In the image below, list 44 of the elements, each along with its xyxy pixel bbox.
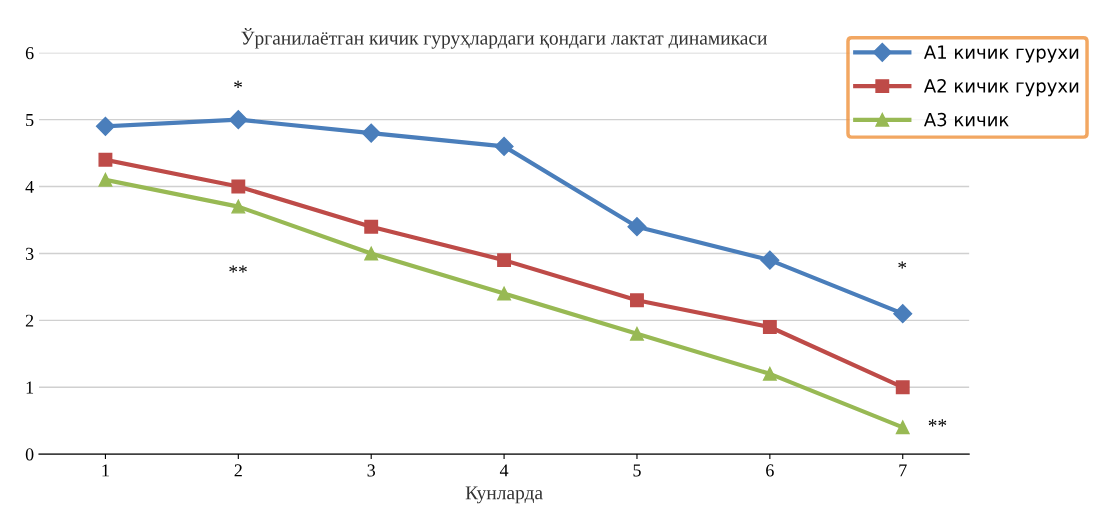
point: [762, 366, 777, 381]
legend-label: A3 кичик: [923, 112, 1009, 127]
legend-label: A2 кичик гурухи: [923, 79, 1079, 97]
x-tick-label: 6: [766, 464, 774, 477]
x-tick-label: 1: [102, 464, 109, 477]
y-tick-label: 3: [25, 247, 34, 260]
point: [895, 420, 910, 435]
point: [630, 293, 644, 308]
point: [895, 380, 910, 395]
point: [231, 199, 246, 214]
point: [95, 116, 115, 136]
x-tick-label: 7: [899, 464, 907, 477]
point: [893, 304, 913, 324]
y-tick-label: 1: [26, 381, 34, 394]
y-tick-label: 6: [25, 47, 34, 60]
point: [364, 246, 379, 261]
point: [497, 253, 512, 268]
point: [762, 320, 777, 334]
point: [497, 286, 512, 301]
x-tick-label: 4: [499, 464, 509, 477]
point: [361, 123, 381, 143]
annotation: **: [928, 419, 947, 427]
x-tick-label: 3: [367, 464, 376, 477]
y-tick-label: 5: [26, 114, 34, 127]
y-tick-label: 2: [25, 314, 34, 327]
x-axis-title: Кунларда: [465, 486, 543, 504]
point: [760, 250, 780, 270]
point: [627, 217, 647, 237]
point: [98, 172, 113, 187]
point: [228, 110, 248, 130]
y-tick-label: 4: [25, 180, 34, 193]
legend-label: A1 кичик гурухи: [923, 45, 1079, 63]
annotation: *: [234, 80, 242, 88]
annotation: *: [898, 261, 907, 269]
point: [494, 136, 514, 156]
point: [364, 219, 379, 234]
chart-title: Ўрганилаётган кичик гуруҳлардаги қондаги лактат динамикаси: [241, 28, 767, 49]
y-tick-label: 0: [25, 448, 34, 461]
point: [231, 179, 246, 194]
annotation: **: [229, 265, 247, 273]
point: [630, 326, 644, 341]
x-tick-label: 2: [234, 464, 242, 477]
point: [98, 152, 113, 167]
x-tick-label: 5: [633, 464, 641, 477]
